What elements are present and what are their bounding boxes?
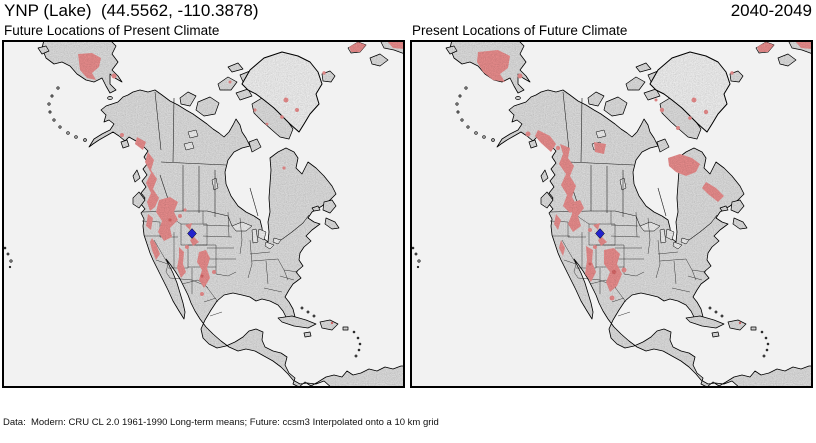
right-panel-title: Present Locations of Future Climate bbox=[412, 23, 628, 38]
map-frame bbox=[410, 40, 813, 388]
figure-captions: Data: Modern: CRU CL 2.0 1961-1990 Long-… bbox=[3, 389, 687, 443]
ynp-location-marker bbox=[187, 228, 197, 239]
map-future-locations-of-present-climate bbox=[2, 40, 405, 388]
period-label: 2040-2049 bbox=[730, 1, 812, 20]
caption-data-sources: Data: Modern: CRU CL 2.0 1961-1990 Long-… bbox=[3, 416, 439, 428]
ynp-location-marker bbox=[595, 228, 605, 239]
figure-title: YNP (Lake) (44.5562, -110.3878) bbox=[4, 1, 259, 20]
map-present-locations-of-future-climate bbox=[410, 40, 813, 388]
map-frame bbox=[2, 40, 405, 388]
left-panel-title: Future Locations of Present Climate bbox=[4, 23, 220, 38]
